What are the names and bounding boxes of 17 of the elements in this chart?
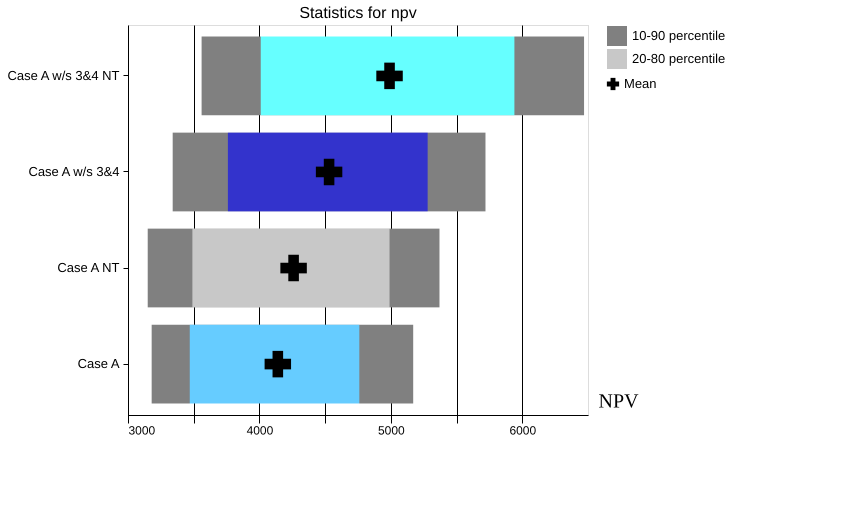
point [316,158,342,186]
legend-label: 20-80 percentile [632,51,726,66]
y-tick-label: Case A w/s 3&4 [28,164,120,179]
chart-title: Statistics for npv [299,5,417,22]
legend-label: Mean [624,76,657,91]
y-tick-label: Case A [78,356,120,372]
point [376,62,403,90]
x-tick-label: 6000 [509,424,536,438]
x-tick-label: 3000 [128,424,156,438]
y-tick-label: Case A w/s 3&4 NT [8,68,120,83]
x-tick-label: 4000 [246,424,274,438]
point [280,254,307,282]
y-tick-label: Case A NT [57,260,120,276]
x-axis-title: NPV [598,390,640,412]
point [264,350,292,378]
x-tick-label: 5000 [378,424,406,438]
legend-label: 10-90 percentile [632,28,726,43]
